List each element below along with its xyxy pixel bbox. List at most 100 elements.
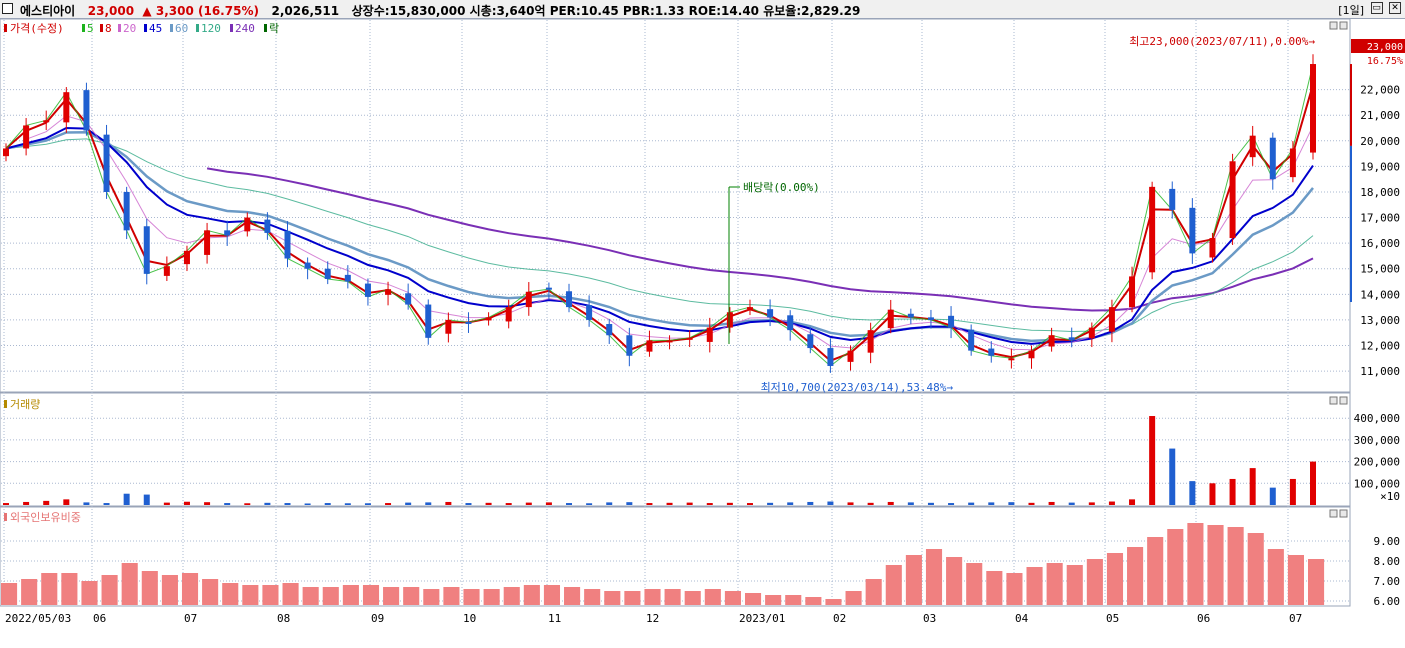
candle: [566, 283, 573, 313]
volume-bar: [23, 501, 30, 505]
price-axis-label: 19,000: [1360, 160, 1400, 173]
volume-bar: [847, 502, 854, 505]
candle-body: [787, 315, 794, 331]
foreign-minimize-button[interactable]: [1329, 509, 1338, 518]
foreign-bar: [503, 587, 520, 605]
high-annotation: 최고23,000(2023/07/11),0.00%→: [1129, 35, 1315, 48]
foreign-bar: [302, 587, 319, 605]
foreign-bar: [684, 591, 701, 605]
volume-bar: [626, 502, 633, 505]
period-button[interactable]: [1일]: [1338, 4, 1364, 17]
candle: [23, 118, 30, 156]
candle-body: [224, 230, 231, 236]
candle: [385, 281, 392, 306]
candle: [1269, 132, 1276, 190]
x-axis-label: 09: [371, 612, 384, 625]
legend-price-label: 가격(수정): [10, 22, 64, 35]
volume-bar: [927, 502, 934, 505]
volume-bar: [1269, 487, 1276, 505]
candle-body: [385, 289, 392, 295]
candle-body: [204, 230, 211, 255]
candle: [927, 309, 934, 329]
volume-minimize-button[interactable]: [1329, 396, 1338, 405]
foreign-bar: [141, 571, 158, 605]
volume-bar: [1068, 502, 1075, 505]
volume-bar: [968, 502, 975, 505]
legend-ma-label: 60: [175, 22, 188, 35]
candle-body: [364, 283, 371, 297]
volume-bar: [1108, 501, 1115, 505]
legend-ma-label: 락: [269, 22, 279, 35]
volume-bar: [1028, 502, 1035, 505]
title-bar: 에스티아이 23,000 ▲ 3,300 (16.75%) 2,026,511 …: [0, 0, 1405, 19]
price-axis-label: 21,000: [1360, 109, 1400, 122]
candle: [425, 299, 432, 345]
foreign-bar: [543, 585, 561, 605]
volume-bar: [385, 503, 392, 505]
restore-icon[interactable]: ▭: [1370, 2, 1383, 14]
candle: [224, 220, 231, 246]
volume-bar: [686, 502, 693, 505]
price-axis-label: 14,000: [1360, 288, 1400, 301]
candle: [1310, 54, 1316, 160]
x-axis-label: 2023/01: [739, 612, 785, 625]
volume-bar: [304, 503, 311, 505]
volume-bar: [787, 502, 794, 505]
candle-body: [767, 309, 774, 318]
candle-body: [1008, 358, 1015, 361]
foreign-bar: [1308, 559, 1325, 605]
legend-ma-swatch: [118, 24, 121, 32]
close-icon[interactable]: ✕: [1389, 2, 1401, 14]
candle-body: [1229, 161, 1236, 239]
legend-ma-label: 20: [123, 22, 136, 35]
moving-average-line: [5, 84, 1314, 362]
x-axis-label: 06: [1197, 612, 1210, 625]
candle-body: [505, 307, 512, 322]
ma-legend: 5 8 20 45 60 120 240 락: [82, 22, 279, 35]
price-axis-label: 12,000: [1360, 340, 1400, 353]
candle-body: [1249, 135, 1256, 158]
foreign-bar: [61, 573, 78, 605]
panel-close-button[interactable]: [1339, 21, 1348, 30]
foreign-legend: 외국인보유비중: [4, 511, 81, 524]
foreign-bar: [564, 587, 581, 605]
foreign-close-button[interactable]: [1339, 509, 1348, 518]
volume-bar: [1048, 501, 1055, 505]
foreign-bar: [101, 575, 118, 605]
candle-body: [163, 266, 170, 276]
foreign-bar: [986, 571, 1003, 605]
foreign-bar: [825, 599, 842, 605]
candle: [304, 257, 311, 280]
candle: [545, 282, 552, 300]
trade-volume: 2,026,511: [271, 4, 340, 18]
price-axis-label: 20,000: [1360, 135, 1400, 148]
moving-average-lines: [5, 63, 1314, 367]
candle: [646, 330, 653, 357]
volume-bar: [103, 503, 110, 505]
legend-ma-label: 45: [149, 22, 162, 35]
price-change-pct: (16.75%): [198, 4, 259, 18]
foreign-bar: [342, 585, 359, 605]
candle-body: [1108, 307, 1115, 332]
candle: [787, 310, 794, 341]
candle-body: [606, 324, 613, 336]
foreign-bars: [1, 523, 1325, 605]
foreign-bar: [463, 589, 480, 605]
x-axis-labels: 2022/05/03 06 07 08 09 10 11 12 2023/01 02 03 04 05 0…: [5, 612, 1302, 625]
select-checkbox[interactable]: [2, 3, 13, 14]
panel-minimize-button[interactable]: [1329, 21, 1338, 30]
candle: [183, 245, 190, 272]
foreign-bar: [41, 573, 58, 605]
legend-ma-swatch: [230, 24, 233, 32]
x-axis-label: 06: [93, 612, 106, 625]
price-axis-label: 16,000: [1360, 237, 1400, 250]
volume-close-button[interactable]: [1339, 396, 1348, 405]
volume-bar: [948, 503, 955, 505]
volume-bar: [485, 502, 492, 505]
candle: [1229, 153, 1236, 245]
stock-chart: 가격(수정) 5 8 20 45 60 120 240 락 거래량 외국인보유비중 11,00…: [0, 19, 1405, 625]
candle: [746, 299, 753, 316]
foreign-bar: [704, 589, 721, 605]
foreign-bar: [282, 583, 299, 605]
legend-foreign-swatch: [4, 513, 7, 521]
